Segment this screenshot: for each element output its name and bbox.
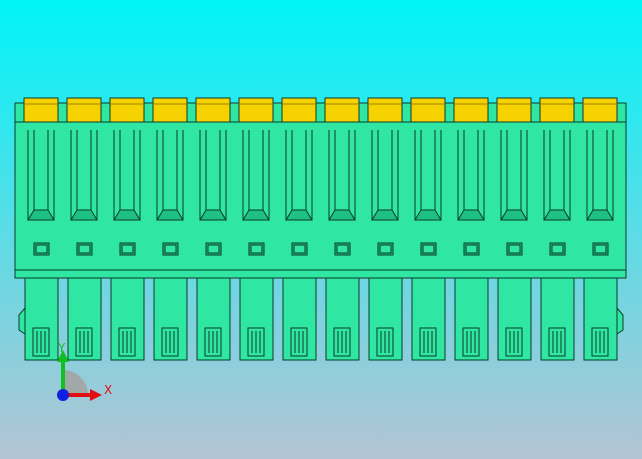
window-inner bbox=[207, 244, 220, 254]
yellow-tab bbox=[109, 97, 145, 123]
slot-bottom bbox=[70, 209, 98, 221]
connector-model bbox=[14, 97, 627, 361]
yellow-tab bbox=[367, 97, 403, 123]
yellow-tab bbox=[582, 97, 618, 123]
y-arrow-head bbox=[57, 350, 69, 362]
window-inner bbox=[293, 244, 306, 254]
window-inner bbox=[508, 244, 521, 254]
z-axis-dot bbox=[57, 389, 69, 401]
window-inner bbox=[551, 244, 564, 254]
yellow-tab bbox=[496, 97, 532, 123]
yellow-tab bbox=[453, 97, 489, 123]
x-axis-label: X bbox=[104, 383, 112, 397]
window-inner bbox=[164, 244, 177, 254]
slot-bottom bbox=[371, 209, 399, 221]
yellow-tab bbox=[281, 97, 317, 123]
x-arrow-head bbox=[90, 389, 102, 401]
slot-bottom bbox=[27, 209, 55, 221]
yellow-tab bbox=[66, 97, 102, 123]
slot-bottom bbox=[543, 209, 571, 221]
slot-bottom bbox=[586, 209, 614, 221]
window-inner bbox=[465, 244, 478, 254]
window-inner bbox=[250, 244, 263, 254]
slot-bottom bbox=[242, 209, 270, 221]
yellow-tab bbox=[539, 97, 575, 123]
pin-housing bbox=[196, 277, 231, 361]
yellow-tab bbox=[238, 97, 274, 123]
slot-bottom bbox=[457, 209, 485, 221]
window-inner bbox=[379, 244, 392, 254]
connector-body bbox=[14, 102, 627, 279]
slot-bottom bbox=[414, 209, 442, 221]
slot-bottom bbox=[156, 209, 184, 221]
yellow-tab bbox=[324, 97, 360, 123]
slot-bottom bbox=[285, 209, 313, 221]
window-inner bbox=[422, 244, 435, 254]
window-inner bbox=[35, 244, 48, 254]
window-inner bbox=[336, 244, 349, 254]
slot-bottom bbox=[113, 209, 141, 221]
window-inner bbox=[594, 244, 607, 254]
slot-bottom bbox=[328, 209, 356, 221]
yellow-tab bbox=[152, 97, 188, 123]
y-axis-label: Y bbox=[57, 341, 66, 355]
window-inner bbox=[78, 244, 91, 254]
slot-bottom bbox=[199, 209, 227, 221]
axis-triad: Y X bbox=[57, 341, 112, 401]
pin-housing bbox=[454, 277, 489, 361]
yellow-tab bbox=[410, 97, 446, 123]
window-inner bbox=[121, 244, 134, 254]
triad-arc bbox=[63, 370, 88, 395]
slot-bottom bbox=[500, 209, 528, 221]
yellow-tab bbox=[23, 97, 59, 123]
yellow-tab bbox=[195, 97, 231, 123]
